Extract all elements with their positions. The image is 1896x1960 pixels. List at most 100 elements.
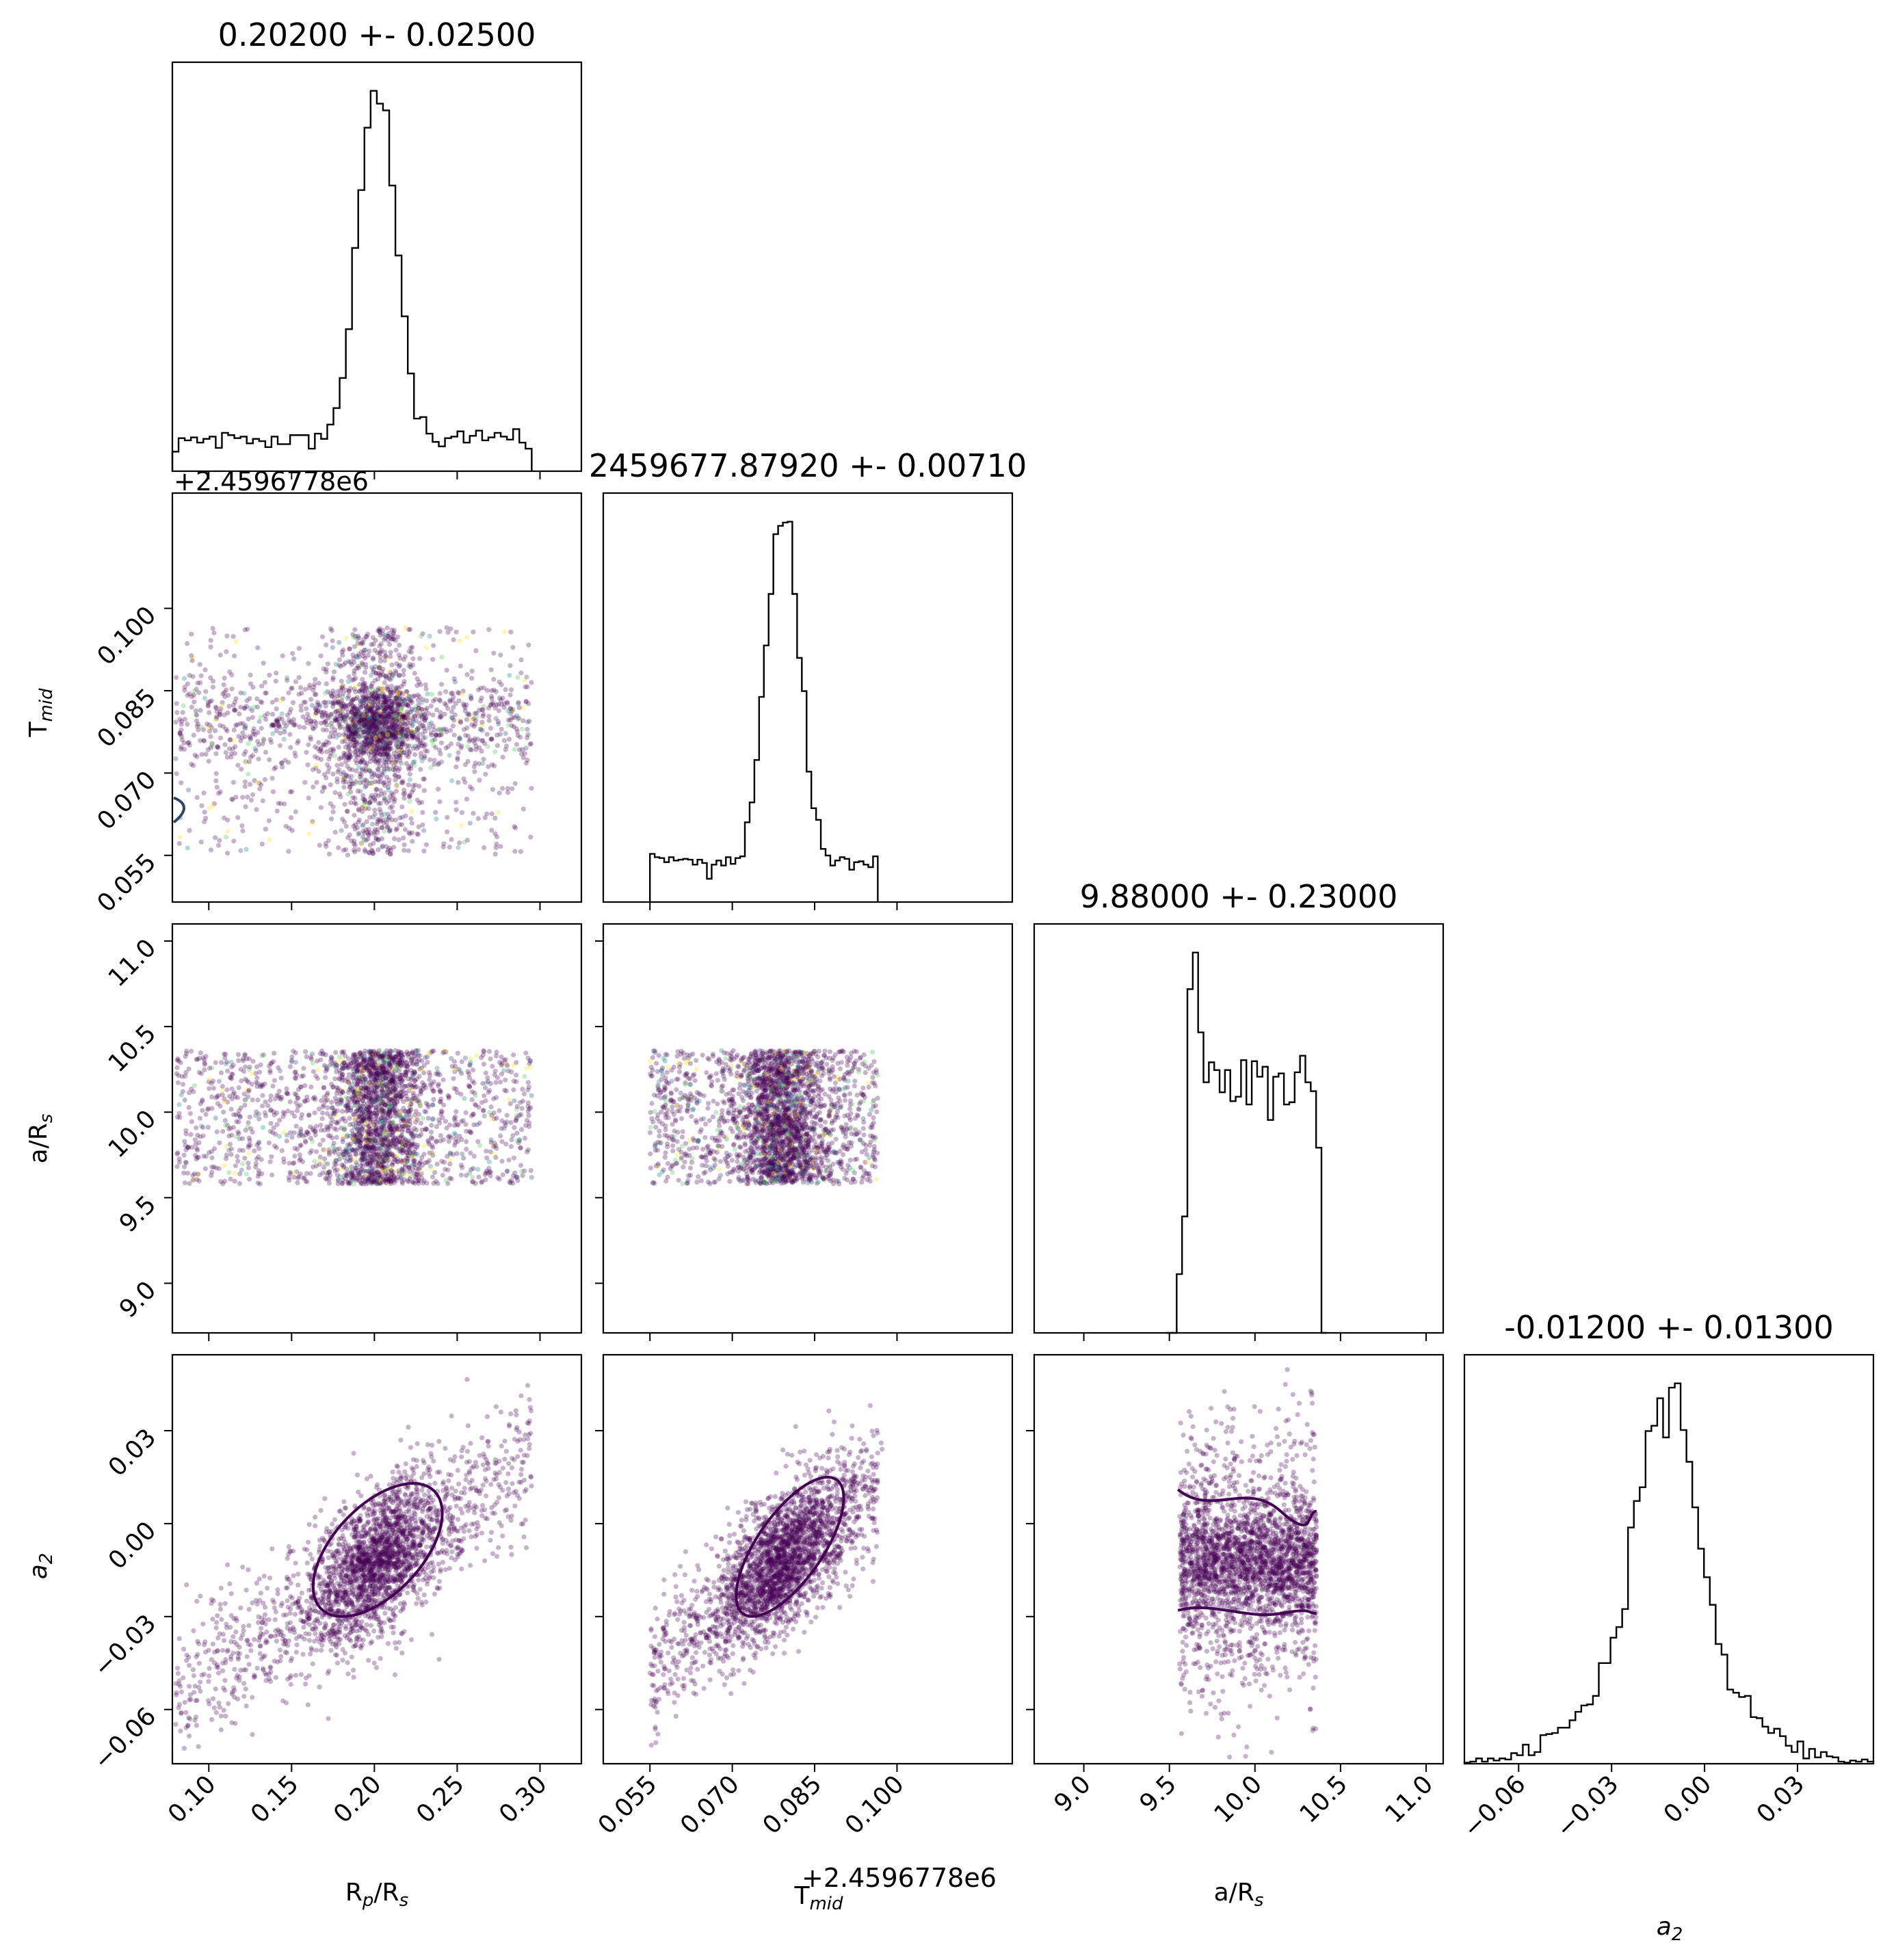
- scatter-point: [205, 721, 210, 727]
- scatter-point: [345, 1076, 350, 1082]
- scatter-point: [481, 756, 486, 762]
- scatter-point: [326, 838, 331, 843]
- scatter-point: [198, 724, 204, 730]
- scatter-point: [523, 699, 529, 704]
- scatter-point: [430, 1151, 435, 1156]
- scatter-point: [302, 1098, 308, 1104]
- scatter-point: [397, 751, 402, 756]
- scatter-point: [444, 667, 449, 673]
- scatter-point: [303, 1139, 308, 1145]
- scatter-point: [338, 687, 344, 693]
- scatter-point: [418, 1085, 423, 1091]
- scatter-point: [287, 1064, 293, 1070]
- scatter-point: [317, 702, 322, 708]
- scatter-point: [214, 784, 220, 790]
- scatter-point: [364, 708, 369, 714]
- scatter-point: [263, 690, 269, 696]
- scatter-point: [319, 757, 324, 763]
- scatter-point: [347, 730, 352, 736]
- scatter-point: [466, 739, 472, 744]
- scatter-point: [496, 810, 501, 815]
- scatter-point: [213, 835, 218, 840]
- scatter-point: [376, 731, 382, 737]
- scatter-point: [349, 773, 354, 779]
- scatter-point: [263, 691, 268, 696]
- scatter-point: [376, 696, 381, 701]
- scatter-point: [523, 760, 529, 766]
- scatter-point: [352, 812, 357, 818]
- scatter-point: [348, 709, 354, 715]
- scatter-point: [215, 744, 220, 750]
- scatter-point: [386, 759, 392, 765]
- scatter-point: [352, 1168, 358, 1174]
- scatter-point: [480, 1081, 486, 1086]
- scatter-point: [382, 811, 387, 817]
- scatter-point: [410, 838, 415, 844]
- scatter-point: [177, 834, 183, 840]
- scatter-point: [397, 672, 402, 678]
- scatter-point: [321, 784, 326, 790]
- scatter-point: [393, 778, 398, 783]
- scatter-point: [295, 1180, 300, 1186]
- scatter-point: [419, 1127, 425, 1133]
- scatter-point: [430, 1088, 436, 1094]
- scatter-point: [345, 764, 350, 769]
- scatter-point: [497, 791, 502, 796]
- scatter-point: [412, 670, 417, 676]
- scatter-point: [246, 1120, 251, 1126]
- scatter-point: [367, 734, 373, 740]
- scatter-point: [434, 816, 439, 822]
- scatter-point: [501, 701, 507, 706]
- scatter-point: [330, 771, 336, 777]
- scatter-point: [254, 1109, 259, 1115]
- scatter-point: [231, 1171, 237, 1176]
- scatter-point: [412, 1158, 417, 1163]
- scatter-point: [352, 627, 358, 633]
- scatter-point: [389, 791, 395, 796]
- scatter-point: [527, 1124, 532, 1129]
- scatter-point: [190, 674, 196, 679]
- scatter-point: [267, 757, 272, 763]
- scatter-point: [380, 666, 386, 672]
- scatter-point: [349, 838, 354, 843]
- scatter-point: [336, 745, 341, 750]
- scatter-point: [353, 739, 359, 745]
- scatter-point: [274, 1092, 280, 1098]
- scatter-point: [259, 726, 264, 731]
- scatter-point: [489, 737, 495, 742]
- scatter-point: [352, 671, 357, 677]
- scatter-point: [404, 743, 409, 748]
- scatter-point: [399, 731, 405, 737]
- scatter-point: [216, 843, 222, 848]
- scatter-point: [386, 767, 392, 773]
- scatter-point: [227, 737, 233, 742]
- scatter-point: [358, 745, 363, 751]
- scatter-point: [440, 1137, 446, 1143]
- scatter-point: [293, 679, 298, 685]
- scatter-point: [366, 715, 371, 721]
- scatter-point: [352, 745, 358, 751]
- scatter-point: [182, 717, 187, 722]
- scatter-point: [437, 698, 443, 704]
- scatter-point: [360, 722, 366, 728]
- scatter-point: [395, 689, 401, 695]
- scatter-point: [308, 1084, 314, 1089]
- scatter-point: [366, 742, 372, 747]
- scatter-point: [415, 1052, 421, 1058]
- scatter-point: [381, 820, 386, 826]
- scatter-point: [388, 650, 393, 655]
- scatter-point: [289, 686, 294, 691]
- scatter-point: [342, 1127, 347, 1133]
- scatter-point: [295, 1087, 301, 1092]
- scatter-point: [440, 726, 447, 732]
- scatter-point: [372, 827, 378, 832]
- scatter-point: [339, 762, 344, 767]
- scatter-point: [282, 729, 287, 735]
- scatter-point: [291, 1130, 297, 1135]
- scatter-point: [376, 1065, 382, 1070]
- scatter-point: [222, 1117, 228, 1123]
- scatter-point: [360, 780, 367, 785]
- scatter-point: [363, 665, 369, 670]
- scatter-point: [413, 704, 419, 709]
- scatter-point: [276, 1134, 282, 1139]
